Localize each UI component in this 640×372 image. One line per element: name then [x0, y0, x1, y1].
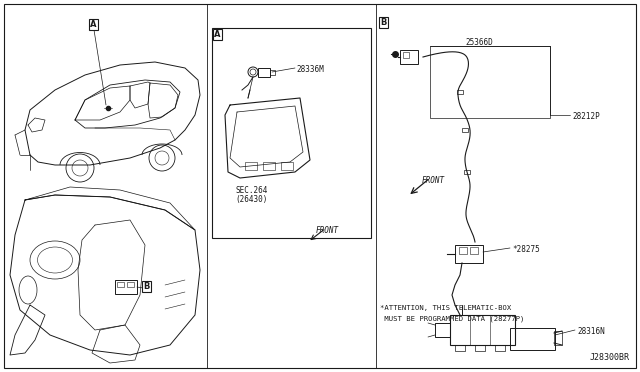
Text: 28336M: 28336M [296, 65, 324, 74]
Text: B: B [143, 282, 149, 291]
Bar [115, 280, 137, 294]
Text: 28316N: 28316N [577, 327, 605, 336]
Text: 28212P: 28212P [572, 112, 600, 121]
Bar [464, 170, 470, 174]
Bar [270, 70, 275, 75]
Text: *ATTENTION, THIS TELEMATIC-BOX: *ATTENTION, THIS TELEMATIC-BOX [380, 305, 511, 311]
Text: J28300BR: J28300BR [590, 353, 630, 362]
Text: *28275: *28275 [512, 245, 540, 254]
Bar [435, 323, 450, 337]
Bar [455, 245, 483, 263]
Bar [457, 90, 463, 94]
Bar [475, 345, 485, 351]
Bar [430, 46, 550, 118]
Text: MUST BE PROGRAMMED DATA (28277P): MUST BE PROGRAMMED DATA (28277P) [380, 316, 524, 323]
Bar [510, 328, 555, 350]
Text: FRONT: FRONT [422, 176, 445, 185]
Bar [459, 247, 467, 254]
Bar [470, 247, 478, 254]
Bar [127, 282, 134, 287]
Bar [400, 50, 418, 64]
Text: (26430): (26430) [235, 195, 268, 204]
Text: 25366D: 25366D [465, 38, 493, 47]
Text: A: A [90, 20, 97, 29]
Bar [258, 68, 270, 77]
Bar [117, 282, 124, 287]
Bar [263, 162, 275, 170]
Text: A: A [214, 30, 221, 39]
Bar [212, 28, 371, 238]
Bar [455, 345, 465, 351]
Bar [245, 162, 257, 170]
Bar [403, 52, 409, 58]
Bar [554, 331, 562, 345]
Bar [462, 128, 468, 132]
Text: SEC.264: SEC.264 [235, 186, 268, 195]
Bar [450, 315, 515, 345]
Text: FRONT: FRONT [316, 226, 339, 235]
Bar [281, 162, 293, 170]
Text: B: B [380, 18, 387, 27]
Bar [495, 345, 505, 351]
